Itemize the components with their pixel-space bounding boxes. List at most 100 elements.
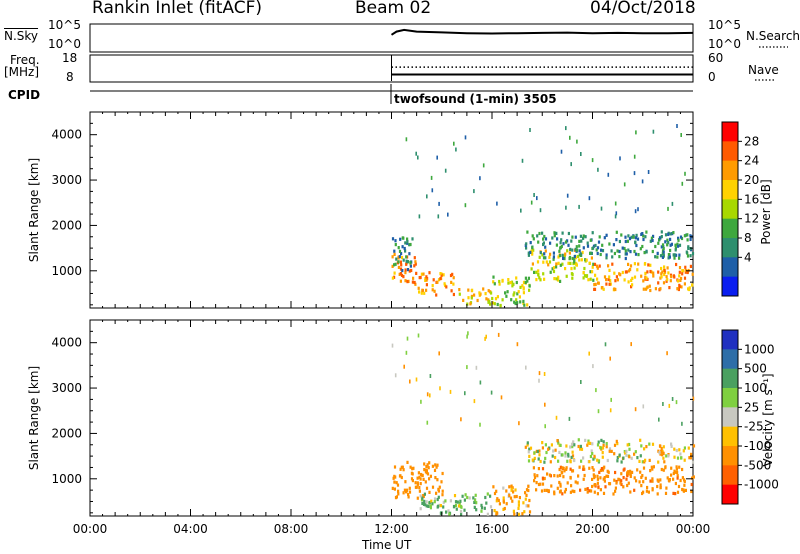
heatmap-cell — [628, 455, 631, 459]
heatmap-cell — [675, 448, 678, 453]
colorbar-tick-label: -500 — [744, 458, 771, 472]
heatmap-cell — [541, 476, 544, 480]
heatmap-cell — [580, 447, 584, 451]
heatmap-cell — [417, 286, 420, 290]
heatmap-cell — [542, 260, 545, 264]
heatmap-cell — [558, 490, 562, 494]
heatmap-cell — [434, 476, 437, 480]
heatmap-cell — [651, 488, 654, 492]
heatmap-cell — [524, 280, 527, 284]
heatmap-cell — [406, 460, 409, 464]
heatmap-cell — [525, 365, 527, 370]
colorbar-swatch — [722, 465, 738, 486]
heatmap-cell — [518, 421, 520, 426]
heatmap-cell — [613, 287, 616, 291]
heatmap-cell — [472, 496, 475, 500]
heatmap-cell — [401, 236, 404, 240]
heatmap-cell — [393, 275, 396, 279]
heatmap-cell — [676, 476, 679, 480]
heatmap-cell — [599, 476, 602, 480]
heatmap-cell — [395, 481, 398, 485]
heatmap-cell — [405, 259, 408, 263]
heatmap-cell — [419, 477, 422, 481]
freq-label: Freq. — [10, 53, 40, 67]
heatmap-cell — [686, 270, 689, 275]
heatmap-cell — [579, 488, 582, 492]
colorbar-swatch — [722, 368, 738, 389]
heatmap-cell — [642, 287, 645, 291]
heatmap-cell — [640, 274, 643, 278]
heatmap-cell — [437, 278, 441, 282]
heatmap-cell — [675, 465, 678, 469]
heatmap-cell — [584, 235, 587, 239]
heatmap-cell — [507, 281, 510, 285]
heatmap-cell — [540, 489, 544, 493]
heatmap-cell — [602, 491, 606, 495]
heatmap-cell — [681, 181, 684, 186]
heatmap-cell — [613, 271, 616, 275]
heatmap-cell — [578, 204, 580, 209]
heatmap-cell — [634, 252, 638, 256]
heatmap-cell — [422, 272, 425, 276]
heatmap-cell — [455, 147, 457, 152]
heatmap-cell — [452, 276, 455, 280]
heatmap-cell — [678, 256, 681, 260]
heatmap-cell — [555, 415, 558, 420]
heatmap-cell — [552, 257, 555, 261]
heatmap-cell — [591, 270, 594, 274]
heatmap-cell — [580, 152, 582, 156]
heatmap-cell — [675, 262, 678, 267]
heatmap-cell — [395, 257, 398, 261]
heatmap-cell — [567, 231, 570, 236]
heatmap-cell — [521, 158, 524, 163]
heatmap-cell — [394, 475, 397, 479]
heatmap-cell — [478, 291, 481, 295]
heatmap-cell — [464, 493, 467, 497]
heatmap-cell — [584, 258, 587, 262]
nsearch-tick-bottom: 10^0 — [708, 37, 741, 51]
heatmap-cell — [660, 245, 663, 249]
cpid-label: CPID — [8, 88, 41, 102]
heatmap-cell — [565, 274, 568, 278]
heatmap-cell — [413, 264, 416, 268]
heatmap-cell — [627, 234, 630, 238]
heatmap-cell — [668, 403, 671, 408]
heatmap-cell — [409, 465, 412, 469]
heatmap-cell — [665, 454, 668, 458]
heatmap-cell — [642, 237, 645, 242]
heatmap-cell — [675, 253, 678, 257]
y-tick-label: 3000 — [51, 173, 82, 187]
heatmap-cell — [615, 230, 618, 234]
heatmap-cell — [549, 252, 552, 256]
heatmap-cell — [573, 266, 576, 270]
heatmap-cell — [663, 270, 667, 274]
heatmap-cell — [576, 139, 578, 144]
heatmap-cell — [599, 488, 602, 492]
heatmap-cell — [587, 278, 590, 282]
heatmap-cell — [588, 489, 591, 493]
heatmap-cell — [391, 343, 394, 348]
heatmap-cell — [596, 277, 599, 281]
heatmap-cell — [536, 474, 539, 478]
heatmap-cell — [493, 509, 496, 513]
heatmap-cell — [565, 205, 567, 210]
heatmap-cell — [649, 263, 652, 267]
xaxis-label: Time UT — [362, 538, 412, 552]
heatmap-cell — [691, 460, 695, 464]
heatmap-cell — [591, 477, 594, 481]
heatmap-cell — [511, 499, 514, 503]
heatmap-cell — [553, 277, 556, 281]
heatmap-cell — [552, 266, 556, 270]
heatmap-cell — [591, 466, 594, 470]
heatmap-cell — [647, 490, 650, 494]
heatmap-cell — [400, 475, 403, 480]
heatmap-cell — [662, 245, 665, 249]
heatmap-cell — [538, 453, 541, 457]
heatmap-cell — [597, 459, 601, 463]
heatmap-cell — [690, 452, 693, 456]
heatmap-cell — [686, 238, 689, 242]
heatmap-cell — [556, 278, 560, 282]
heatmap-cell — [428, 461, 431, 465]
heatmap-cell — [644, 271, 647, 275]
heatmap-cell — [396, 483, 400, 487]
